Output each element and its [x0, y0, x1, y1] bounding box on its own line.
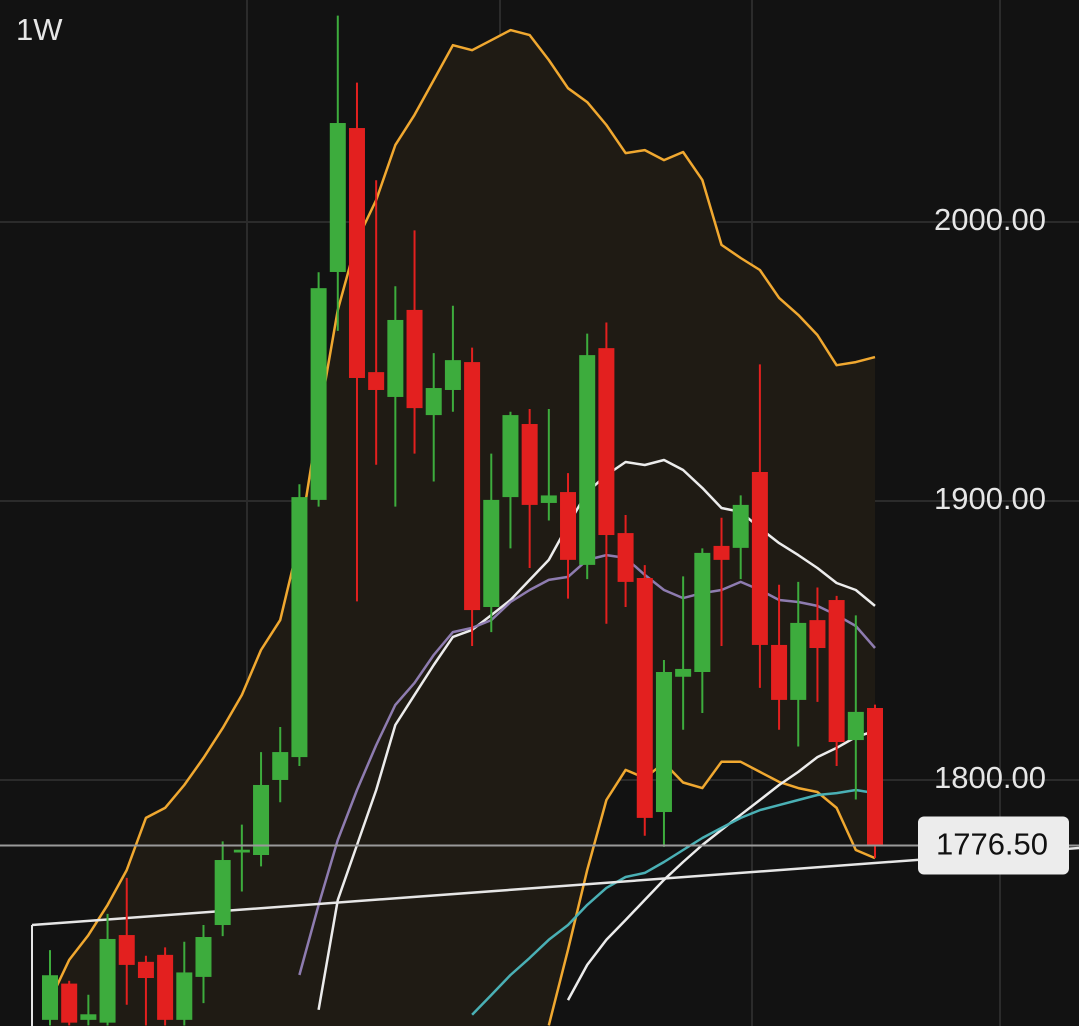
candle-body — [617, 533, 634, 582]
interval-label: 1W — [16, 12, 63, 47]
candle-body — [560, 492, 577, 560]
candle-body — [118, 935, 135, 965]
candle-body — [195, 937, 212, 977]
candle-body — [713, 545, 730, 560]
moving-average — [566, 729, 876, 1001]
candle-body — [291, 497, 308, 758]
candle-body — [253, 784, 270, 855]
candle-body — [348, 128, 365, 378]
candle-body — [847, 711, 864, 741]
candle-body — [579, 355, 596, 565]
candle-body — [540, 495, 557, 503]
candle-body — [310, 288, 327, 500]
candle-body — [387, 319, 404, 397]
candle-body — [176, 972, 193, 1020]
candle-body — [809, 620, 826, 649]
y-tick-label: 1800.00 — [934, 760, 1046, 795]
trendline — [31, 846, 1079, 927]
candle-body — [828, 600, 845, 743]
candle-body — [137, 961, 154, 979]
candle-body — [790, 622, 807, 700]
candle-body — [444, 360, 461, 390]
candle-body — [42, 975, 58, 1020]
candle-body — [406, 309, 423, 409]
candle-body — [272, 752, 289, 780]
candle-body — [157, 954, 174, 1020]
candle-body — [655, 672, 672, 813]
candle-body — [464, 362, 481, 611]
candle-body — [867, 707, 883, 846]
price-markers: 1800.00 1900.00 2000.00 1776.50 — [0, 202, 1079, 875]
candle-body — [598, 348, 615, 536]
y-tick-label: 1900.00 — [934, 481, 1046, 516]
candle-body — [771, 644, 788, 700]
candle-body — [368, 372, 385, 390]
candle-body — [61, 983, 78, 1023]
moving-average — [317, 458, 876, 1011]
candle-body — [732, 504, 749, 548]
candle-body — [694, 552, 711, 673]
candle-body — [233, 849, 250, 853]
band-fill — [50, 30, 875, 1026]
last-price-box — [918, 816, 1069, 875]
moving-average — [471, 788, 876, 1016]
candle-body — [751, 471, 768, 645]
candles — [42, 15, 883, 1026]
candle-body — [99, 938, 116, 1023]
candle-body — [675, 668, 692, 677]
candle-body — [521, 424, 538, 505]
last-price-label: 1776.50 — [936, 827, 1048, 862]
candle-body — [425, 388, 442, 416]
candle-body — [329, 123, 346, 272]
band-upper — [48, 28, 876, 1001]
candle-body — [636, 577, 653, 818]
candle-body — [80, 1014, 97, 1020]
candle-body — [214, 860, 231, 926]
y-tick-label: 2000.00 — [934, 202, 1046, 237]
candle-body — [483, 499, 500, 608]
candle-body — [502, 415, 519, 498]
